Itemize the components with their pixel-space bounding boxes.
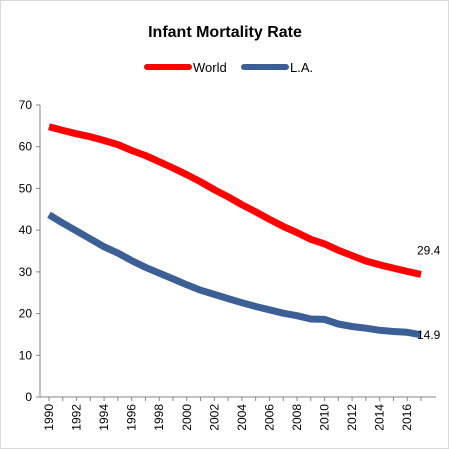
y-tick-label: 50 [19,181,33,195]
x-tick-label: 1996 [125,404,139,431]
y-tick-label: 30 [19,265,33,279]
legend-label-world: World [193,60,227,75]
x-axis-ticks: 1990 1992 1994 1996 1998 2000 2002 2004 2006 2008… [42,397,422,431]
x-tick-label: 2010 [318,404,332,431]
axes [39,105,436,398]
y-tick-label: 60 [19,140,33,154]
x-tick-label: 1990 [42,404,56,431]
x-tick-label: 2008 [290,404,304,431]
y-tick-label: 40 [19,223,33,237]
x-tick-label: 2014 [373,404,387,431]
x-tick-label: 1998 [152,404,166,431]
chart-title: Infant Mortality Rate [148,24,302,41]
y-tick-label: 20 [19,307,33,321]
x-tick-label: 2006 [262,404,276,431]
data-label-world: 29.4 [417,243,441,257]
data-labels: 29.4 14.9 [417,243,441,341]
x-tick-label: 1992 [70,404,84,431]
x-tick-label: 2004 [235,404,249,431]
y-tick-label: 0 [25,390,32,404]
legend: World L.A. [144,60,313,75]
x-tick-label: 2012 [345,404,359,431]
y-tick-label: 70 [19,98,33,112]
y-tick-label: 10 [19,348,33,362]
y-axis-ticks: 0 10 20 30 40 50 60 70 [19,98,40,404]
x-tick-label: 2002 [207,404,221,431]
legend-label-la: L.A. [290,60,313,75]
x-tick-label: 1994 [97,404,111,431]
series-layer [47,123,422,339]
x-tick-label: 2000 [180,404,194,431]
x-tick-label: 2016 [400,404,414,431]
series-line-world [48,123,422,278]
series-line-l-a [47,211,422,339]
data-label-l-a: 14.9 [417,328,441,342]
